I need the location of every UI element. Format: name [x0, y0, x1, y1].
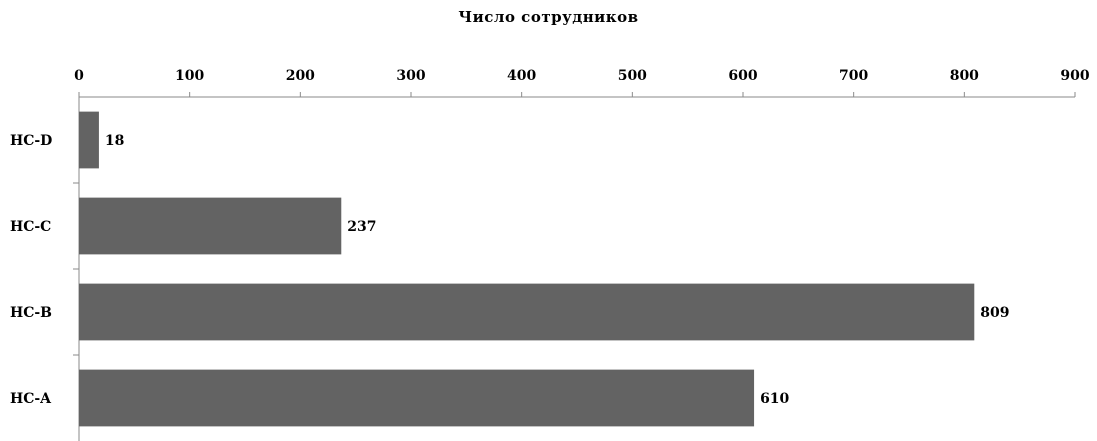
bar-hc-c [79, 197, 342, 255]
x-tick-label: 600 [728, 68, 757, 84]
x-tick-label: 500 [618, 68, 647, 84]
category-label: HC-C [10, 219, 51, 235]
data-label: 237 [347, 219, 376, 235]
data-label: 18 [105, 133, 124, 149]
labels: 0 100 200 300 400 500 600 700 800 900 HC-D 18 HC-C 23… [10, 68, 1090, 407]
bar-hc-b [79, 283, 975, 341]
bar-hc-a [79, 369, 755, 427]
category-label: HC-A [10, 391, 52, 407]
x-tick-label: 800 [950, 68, 979, 84]
x-tick-label: 300 [396, 68, 425, 84]
bar-hc-d [79, 111, 99, 169]
x-tick-label: 400 [507, 68, 536, 84]
category-label: HC-B [10, 305, 52, 321]
data-label: 610 [760, 391, 789, 407]
x-tick-label: 200 [286, 68, 315, 84]
bars [79, 111, 975, 427]
chart-title: Число сотрудников [458, 8, 639, 26]
category-label: HC-D [10, 133, 52, 149]
x-tick-label: 100 [175, 68, 204, 84]
data-label: 809 [980, 305, 1009, 321]
x-tick-label: 700 [839, 68, 868, 84]
x-tick-label: 900 [1060, 68, 1089, 84]
x-tick-label: 0 [74, 68, 84, 84]
